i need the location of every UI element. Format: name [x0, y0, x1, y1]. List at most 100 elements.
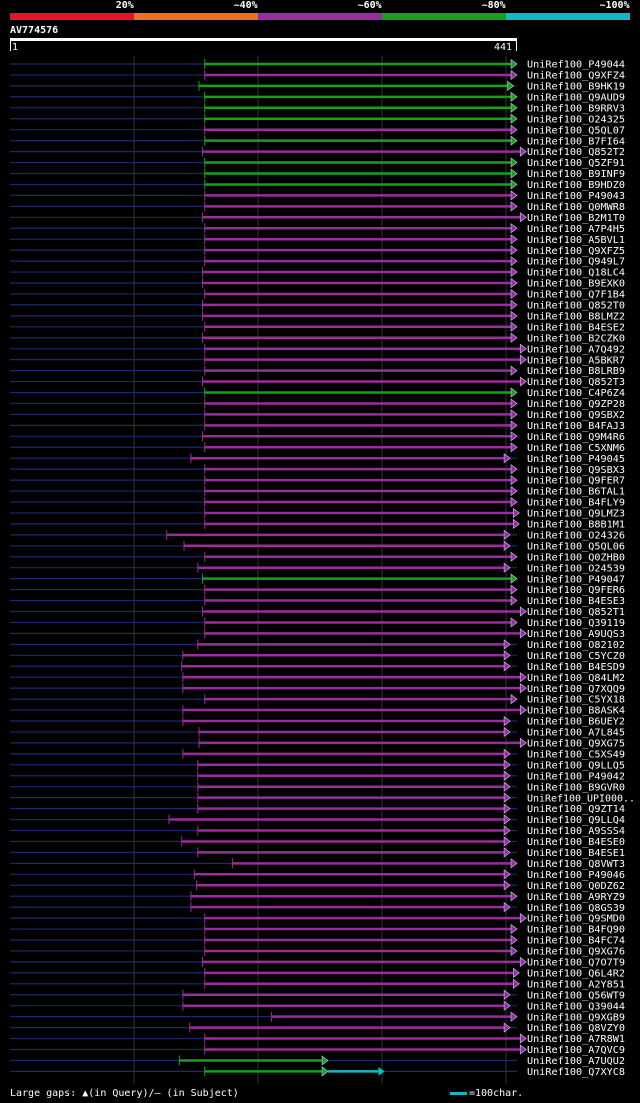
hit-label[interactable]: UniRef100_B8LMZ2 [527, 311, 625, 322]
hit-row[interactable]: UniRef100_P49046 [10, 869, 625, 881]
hit-label[interactable]: UniRef100_B9INF9 [527, 169, 625, 180]
hit-row[interactable]: UniRef100_A7Q492 [10, 343, 625, 356]
hit-label[interactable]: UniRef100_B6TAL1 [527, 487, 625, 498]
hit-row[interactable]: UniRef100_Q9ZP28 [10, 398, 625, 410]
hit-row[interactable]: UniRef100_P49042 [10, 770, 625, 783]
hit-row[interactable]: UniRef100_C5YX18 [10, 693, 625, 706]
hit-row[interactable]: UniRef100_P49045 [10, 453, 625, 465]
hit-label[interactable]: UniRef100_Q0MWR8 [527, 202, 625, 213]
hit-label[interactable]: UniRef100_Q8VWT3 [527, 859, 625, 870]
hit-row[interactable]: UniRef100_O24325 [10, 113, 625, 126]
hit-row[interactable]: UniRef100_Q9SMD0 [10, 912, 625, 925]
hit-label[interactable]: UniRef100_B4ESE1 [527, 848, 625, 859]
hit-label[interactable]: UniRef100_B2CZK0 [527, 333, 625, 344]
hit-row[interactable]: UniRef100_A7UQU2 [10, 1055, 625, 1067]
hit-label[interactable]: UniRef100_Q9SBX2 [527, 410, 625, 421]
hit-row[interactable]: UniRef100_P49043 [10, 190, 625, 202]
hit-row[interactable]: UniRef100_B8LMZ2 [10, 310, 625, 323]
hit-label[interactable]: UniRef100_Q84LM2 [527, 673, 625, 684]
hit-label[interactable]: UniRef100_B4ESE3 [527, 596, 625, 607]
hit-row[interactable]: UniRef100_Q0MWR8 [10, 201, 625, 213]
hit-label[interactable]: UniRef100_B9EXK0 [527, 279, 625, 290]
hit-label[interactable]: UniRef100_Q9SMD0 [527, 914, 625, 925]
hit-row[interactable]: UniRef100_B6UEY2 [10, 715, 625, 728]
hit-label[interactable]: UniRef100_Q9XG76 [527, 947, 625, 958]
hit-row[interactable]: UniRef100_A9UQS3 [10, 628, 625, 640]
hit-label[interactable]: UniRef100_B9HDZ0 [527, 180, 625, 191]
hit-label[interactable]: UniRef100_C5XS49 [527, 749, 625, 760]
hit-label[interactable]: UniRef100_B4ESE2 [527, 322, 625, 333]
hit-label[interactable]: UniRef100_Q5QL06 [527, 541, 625, 552]
hit-row[interactable]: UniRef100_B4ESE3 [10, 595, 625, 608]
hit-label[interactable]: UniRef100_Q852T2 [527, 147, 625, 158]
hit-label[interactable]: UniRef100_O24325 [527, 114, 625, 125]
hit-row[interactable]: UniRef100_O24539 [10, 562, 625, 575]
hit-row[interactable]: UniRef100_C5XNM6 [10, 442, 625, 454]
hit-label[interactable]: UniRef100_C5YCZ0 [527, 651, 625, 662]
hit-row[interactable]: UniRef100_Q9LMZ3 [10, 507, 625, 520]
hit-label[interactable]: UniRef100_B4ESE0 [527, 837, 625, 848]
hit-label[interactable]: UniRef100_Q5QL07 [527, 125, 625, 136]
hit-row[interactable]: UniRef100_Q18LC4 [10, 266, 625, 279]
hit-row[interactable]: UniRef100_Q8VZY0 [10, 1022, 625, 1035]
hit-label[interactable]: UniRef100_Q949L7 [527, 257, 625, 268]
hit-label[interactable]: UniRef100_Q9LLQ5 [527, 760, 625, 771]
hit-row[interactable]: UniRef100_B9GVR0 [10, 781, 625, 794]
hit-label[interactable]: UniRef100_P49047 [527, 574, 625, 585]
hit-label[interactable]: UniRef100_C5XNM6 [527, 443, 625, 454]
hit-label[interactable]: UniRef100_Q9SBX3 [527, 465, 625, 476]
hit-label[interactable]: UniRef100_A9SSS4 [527, 826, 625, 837]
hit-label[interactable]: UniRef100_Q9ZP28 [527, 399, 625, 410]
hit-row[interactable]: UniRef100_A2Y851 [10, 978, 625, 991]
hit-row[interactable]: UniRef100_C5XS49 [10, 748, 625, 761]
hit-label[interactable]: UniRef100_Q7XYC8 [527, 1067, 625, 1078]
hit-row[interactable]: UniRef100_Q39119 [10, 617, 625, 629]
hit-row[interactable]: UniRef100_Q9FER7 [10, 475, 625, 487]
hit-row[interactable]: UniRef100_B4FC74 [10, 934, 625, 947]
hit-label[interactable]: UniRef100_A7R8W1 [527, 1034, 625, 1045]
hit-row[interactable]: UniRef100_Q5QL07 [10, 124, 625, 137]
hit-label[interactable]: UniRef100_Q852T1 [527, 607, 625, 618]
hit-row[interactable]: UniRef100_P49044 [10, 58, 625, 71]
hit-label[interactable]: UniRef100_B4FAJ3 [527, 421, 625, 432]
hit-label[interactable]: UniRef100_A7UQU2 [527, 1056, 625, 1067]
hit-label[interactable]: UniRef100_Q852T0 [527, 301, 625, 312]
hit-row[interactable]: UniRef100_Q852T3 [10, 376, 625, 389]
hit-row[interactable]: UniRef100_Q9AUD9 [10, 91, 625, 104]
hit-label[interactable]: UniRef100_Q9M4R6 [527, 432, 625, 443]
hit-row[interactable]: UniRef100_B4FQ90 [10, 923, 625, 936]
hit-row[interactable]: UniRef100_Q852T1 [10, 606, 625, 619]
hit-row[interactable]: UniRef100_Q852T0 [10, 299, 625, 312]
hit-label[interactable]: UniRef100_Q6L4R2 [527, 968, 625, 979]
hit-row[interactable]: UniRef100_A7P4H5 [10, 223, 625, 235]
hit-label[interactable]: UniRef100_Q5ZF91 [527, 158, 625, 169]
hit-label[interactable]: UniRef100_A9RYZ9 [527, 892, 625, 903]
hit-label[interactable]: UniRef100_P49044 [527, 60, 625, 71]
hit-row[interactable]: UniRef100_B2CZK0 [10, 332, 625, 345]
hit-row[interactable]: UniRef100_Q7F1B4 [10, 288, 625, 301]
hit-label[interactable]: UniRef100_B7FI64 [527, 136, 625, 147]
hit-label[interactable]: UniRef100_Q9FER7 [527, 476, 625, 487]
hit-label[interactable]: UniRef100_Q9ZT14 [527, 804, 625, 815]
hit-row[interactable]: UniRef100_Q0DZ62 [10, 880, 625, 892]
hit-row[interactable]: UniRef100_B9HDZ0 [10, 179, 625, 191]
hit-label[interactable]: UniRef100_P49046 [527, 870, 625, 881]
hit-label[interactable]: UniRef100_Q8VZY0 [527, 1023, 625, 1034]
hit-row[interactable]: UniRef100_Q9XFZ5 [10, 245, 625, 257]
hit-label[interactable]: UniRef100_Q9XFZ5 [527, 246, 625, 257]
hit-label[interactable]: UniRef100_Q0ZHB0 [527, 552, 625, 563]
hit-row[interactable]: UniRef100_A7QVC9 [10, 1044, 625, 1057]
hit-row[interactable]: UniRef100_B2M1T0 [10, 212, 625, 224]
hit-label[interactable]: UniRef100_A9UQS3 [527, 629, 625, 640]
hit-row[interactable]: UniRef100_Q8VWT3 [10, 858, 625, 870]
hit-label[interactable]: UniRef100_B9HK19 [527, 82, 625, 93]
hit-label[interactable]: UniRef100_Q56WT9 [527, 990, 625, 1001]
hit-row[interactable]: UniRef100_Q9SBX2 [10, 409, 625, 421]
hit-label[interactable]: UniRef100_Q852T3 [527, 377, 625, 388]
hit-label[interactable]: UniRef100_P49043 [527, 191, 625, 202]
hit-row[interactable]: UniRef100_C4P6Z4 [10, 387, 625, 400]
hit-row[interactable]: UniRef100_B4ESD9 [10, 661, 625, 673]
hit-row[interactable]: UniRef100_B4ESE2 [10, 321, 625, 334]
hit-row[interactable]: UniRef100_A9SSS4 [10, 825, 625, 838]
hit-row[interactable]: UniRef100_B9RRV3 [10, 102, 625, 115]
